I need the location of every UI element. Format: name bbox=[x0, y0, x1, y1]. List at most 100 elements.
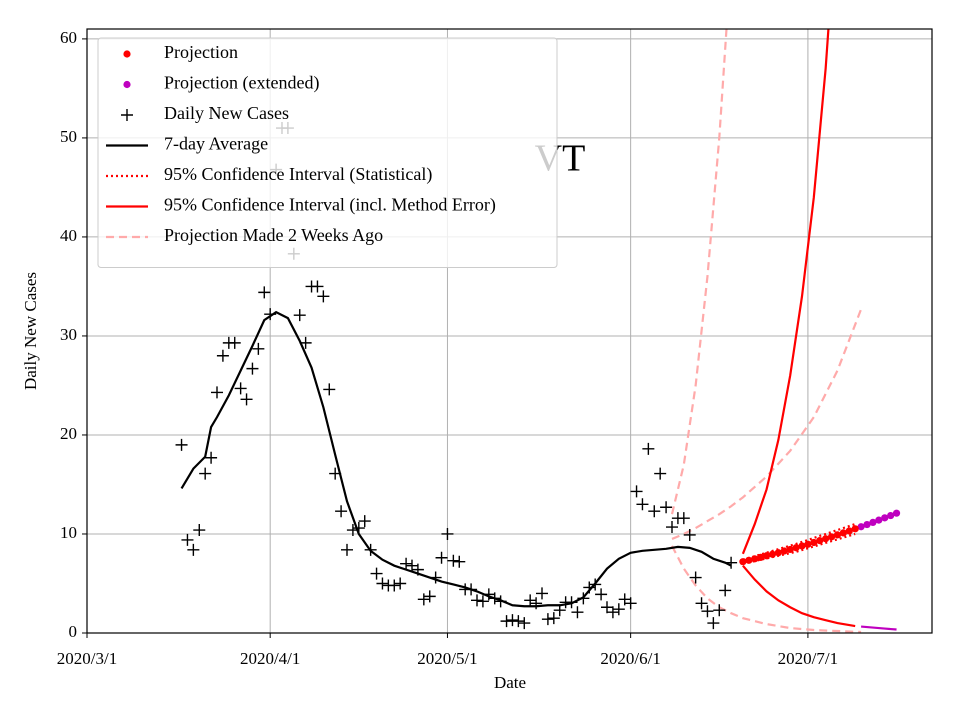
case-marker bbox=[311, 280, 324, 293]
case-marker bbox=[571, 606, 584, 619]
y-tick-label: 30 bbox=[60, 325, 77, 344]
projection-dot bbox=[774, 549, 782, 557]
legend-label: 95% Confidence Interval (Statistical) bbox=[164, 164, 432, 185]
y-axis-label: Daily New Cases bbox=[21, 272, 40, 390]
case-marker bbox=[589, 578, 602, 591]
case-marker bbox=[376, 577, 389, 590]
case-marker bbox=[624, 597, 637, 610]
case-marker bbox=[400, 557, 413, 570]
projection-dot bbox=[739, 558, 747, 566]
case-marker bbox=[648, 505, 661, 518]
legend-label: 95% Confidence Interval (incl. Method Er… bbox=[164, 195, 496, 216]
case-marker bbox=[252, 342, 265, 355]
legend-label: Daily New Cases bbox=[164, 103, 289, 123]
y-tick-label: 20 bbox=[60, 424, 77, 443]
case-marker bbox=[293, 309, 306, 322]
case-marker bbox=[506, 614, 519, 627]
legend-marker bbox=[123, 50, 131, 58]
case-marker bbox=[524, 594, 537, 607]
case-marker bbox=[583, 581, 596, 594]
case-marker bbox=[447, 554, 460, 567]
y-tick-label: 0 bbox=[69, 622, 78, 641]
case-marker bbox=[388, 579, 401, 592]
ci-upper-line bbox=[670, 29, 728, 515]
case-marker bbox=[264, 308, 277, 321]
case-marker bbox=[187, 543, 200, 556]
case-marker bbox=[323, 383, 336, 396]
case-marker bbox=[193, 524, 206, 537]
case-marker bbox=[677, 512, 690, 525]
ci-upper-line bbox=[742, 523, 856, 561]
case-marker bbox=[595, 588, 608, 601]
projection-dot bbox=[810, 538, 818, 547]
case-marker bbox=[707, 617, 720, 630]
projection-dot bbox=[757, 553, 765, 561]
case-marker bbox=[565, 596, 578, 609]
projection-dot bbox=[875, 516, 883, 524]
case-marker bbox=[471, 594, 483, 607]
x-axis-label: Date bbox=[494, 673, 526, 692]
ci-upper-line bbox=[741, 29, 830, 555]
projection-dot bbox=[827, 533, 836, 541]
projection-dot bbox=[780, 547, 788, 555]
case-marker bbox=[441, 527, 454, 540]
x-tick-label: 2020/3/1 bbox=[57, 649, 117, 668]
case-marker bbox=[701, 605, 714, 618]
case-marker bbox=[417, 593, 430, 606]
case-marker bbox=[364, 543, 377, 556]
x-tick-label: 2020/5/1 bbox=[417, 649, 477, 668]
case-marker bbox=[654, 467, 667, 480]
projection-line bbox=[671, 308, 863, 540]
projection-dot bbox=[792, 544, 800, 552]
case-marker bbox=[465, 583, 478, 596]
case-marker bbox=[683, 528, 696, 541]
case-marker bbox=[175, 438, 188, 451]
case-marker bbox=[642, 442, 655, 455]
case-marker bbox=[240, 393, 253, 406]
case-marker bbox=[329, 467, 342, 480]
x-tick-label: 2020/7/1 bbox=[778, 649, 838, 668]
case-marker bbox=[725, 556, 738, 569]
projection-dot bbox=[762, 552, 771, 560]
legend-label: Projection (extended) bbox=[164, 73, 319, 94]
projection-dot bbox=[822, 535, 830, 543]
case-marker bbox=[205, 451, 218, 464]
case-marker bbox=[577, 592, 590, 605]
projection-dot bbox=[857, 523, 865, 531]
legend-label: Projection Made 2 Weeks Ago bbox=[164, 225, 383, 245]
case-marker bbox=[606, 606, 619, 619]
case-marker bbox=[713, 604, 726, 617]
axes-frame bbox=[86, 28, 933, 634]
ci-lower-line bbox=[860, 625, 897, 631]
x-tick-label: 2020/4/1 bbox=[240, 649, 300, 668]
case-marker bbox=[500, 615, 513, 628]
projection-dot bbox=[851, 525, 859, 533]
case-marker bbox=[666, 521, 678, 534]
ci-lower-line bbox=[742, 532, 856, 565]
case-marker bbox=[530, 597, 543, 610]
case-marker bbox=[547, 612, 560, 625]
projection-dot bbox=[816, 537, 824, 545]
case-marker bbox=[494, 595, 507, 608]
y-tick-label: 50 bbox=[60, 127, 77, 146]
projection-dot bbox=[786, 545, 794, 554]
case-marker bbox=[370, 567, 383, 580]
case-marker bbox=[695, 597, 708, 610]
legend: Projection Projection (extended) Daily New… bbox=[97, 37, 558, 268]
legend-label: 7-day Average bbox=[164, 134, 268, 154]
case-marker bbox=[553, 604, 566, 617]
case-marker bbox=[394, 577, 407, 590]
case-marker bbox=[358, 515, 371, 528]
projection-dot bbox=[798, 542, 806, 550]
average-line bbox=[180, 310, 732, 608]
case-marker bbox=[411, 563, 424, 576]
ci-lower-line bbox=[671, 545, 862, 633]
case-marker bbox=[299, 336, 312, 349]
case-marker bbox=[258, 286, 271, 299]
case-marker bbox=[476, 595, 489, 608]
projection-dot bbox=[845, 527, 853, 535]
projection-dot bbox=[839, 529, 847, 537]
case-marker bbox=[246, 362, 259, 375]
case-marker bbox=[541, 613, 554, 626]
projection-dot bbox=[863, 520, 871, 529]
